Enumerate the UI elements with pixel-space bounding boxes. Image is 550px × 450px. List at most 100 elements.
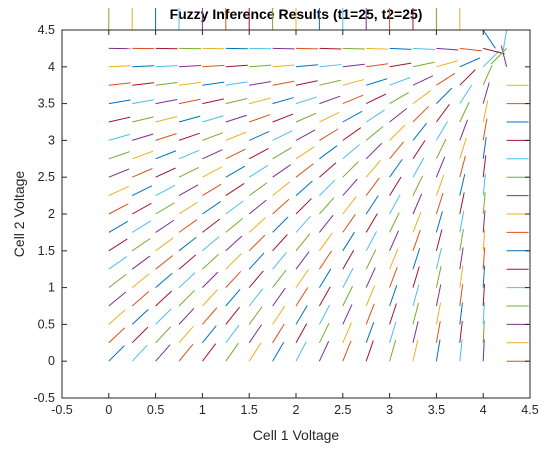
- field-segment: [132, 116, 154, 123]
- field-segment: [202, 325, 217, 344]
- field-segment: [342, 161, 359, 178]
- field-segment: [225, 81, 248, 86]
- field-segment: [108, 309, 126, 325]
- field-segment: [202, 271, 219, 288]
- field-segment: [459, 174, 466, 196]
- field-segment: [249, 97, 271, 105]
- field-segment: [342, 249, 355, 270]
- field-segment: [272, 64, 295, 68]
- field-segment: [248, 252, 265, 270]
- field-segment: [108, 82, 131, 86]
- field-segment: [318, 286, 331, 307]
- field-segment: [459, 320, 463, 343]
- field-segment: [295, 323, 308, 344]
- field-segment: [342, 79, 365, 86]
- field-segment: [436, 60, 458, 68]
- field-segment: [318, 304, 331, 325]
- field-segment: [155, 344, 171, 362]
- field-segment: [318, 322, 330, 344]
- field-segment: [459, 47, 482, 52]
- field-segment: [342, 340, 352, 362]
- field-segment: [108, 220, 129, 233]
- field-segment: [319, 79, 341, 86]
- field-segment: [131, 185, 153, 197]
- field-segment: [202, 64, 225, 68]
- field-segment: [131, 273, 150, 288]
- field-segment: [365, 231, 378, 252]
- x-tick-label: 4: [480, 403, 487, 417]
- x-tick-label: 2: [293, 403, 300, 417]
- field-segment: [178, 343, 194, 362]
- field-segment: [202, 132, 224, 141]
- field-segment: [272, 269, 287, 288]
- field-segment: [342, 94, 364, 105]
- field-segment: [342, 214, 356, 233]
- field-segment: [131, 326, 149, 344]
- field-segment: [178, 167, 199, 178]
- field-segment: [459, 229, 464, 251]
- field-segment: [342, 144, 360, 160]
- field-segment: [389, 47, 412, 50]
- field-segment: [108, 203, 129, 215]
- field-segment: [319, 197, 335, 215]
- field-segment: [482, 192, 486, 215]
- field-segment: [365, 177, 380, 196]
- field-segment: [155, 202, 175, 215]
- field-segment: [295, 215, 312, 233]
- field-segment: [272, 181, 291, 196]
- field-segment: [365, 142, 383, 160]
- field-segment: [202, 307, 218, 325]
- field-segment: [225, 217, 244, 233]
- field-segment: [155, 308, 172, 325]
- field-segment: [319, 64, 342, 68]
- field-segment: [342, 286, 353, 307]
- field-segment: [295, 180, 313, 196]
- field-segment: [202, 98, 224, 105]
- x-tick-label: 1.5: [241, 403, 258, 417]
- field-segment: [389, 92, 409, 105]
- field-segment: [482, 265, 486, 288]
- field-segment: [482, 210, 486, 233]
- field-segment: [132, 133, 154, 141]
- field-segment: [412, 157, 425, 178]
- field-segment: [435, 121, 448, 141]
- field-segment: [132, 82, 155, 86]
- field-segment: [412, 339, 419, 362]
- field-segment: [272, 147, 292, 160]
- field-segment: [108, 168, 130, 178]
- field-segment: [319, 111, 340, 123]
- field-segment: [295, 269, 309, 288]
- field-segment: [155, 326, 172, 344]
- field-segment: [155, 116, 178, 123]
- field-segment: [295, 198, 312, 215]
- field-segment: [202, 81, 225, 86]
- field-segment: [202, 289, 218, 307]
- field-segment: [365, 267, 376, 288]
- field-segment: [155, 290, 173, 307]
- field-segment: [108, 327, 126, 344]
- field-segment: [108, 151, 130, 160]
- field-segment: [249, 64, 272, 68]
- field-segment: [412, 321, 419, 343]
- field-segment: [248, 217, 266, 233]
- field-segment: [108, 256, 128, 270]
- field-segment: [202, 166, 223, 178]
- field-segment: [459, 192, 465, 215]
- field-segment: [202, 201, 221, 215]
- field-segment: [483, 47, 505, 55]
- field-segment: [365, 249, 377, 270]
- field-segment: [436, 87, 453, 104]
- field-segment: [202, 115, 224, 123]
- field-segment: [319, 214, 334, 233]
- field-segment: [248, 342, 262, 362]
- field-segment: [272, 234, 288, 252]
- y-tick-label: 2: [48, 207, 55, 221]
- field-segment: [178, 132, 200, 141]
- field-segment: [225, 253, 242, 270]
- field-segment: [342, 63, 365, 68]
- field-segment: [482, 64, 493, 86]
- field-segment: [412, 90, 432, 105]
- field-segment: [295, 112, 317, 123]
- x-tick-label: 3: [386, 403, 393, 417]
